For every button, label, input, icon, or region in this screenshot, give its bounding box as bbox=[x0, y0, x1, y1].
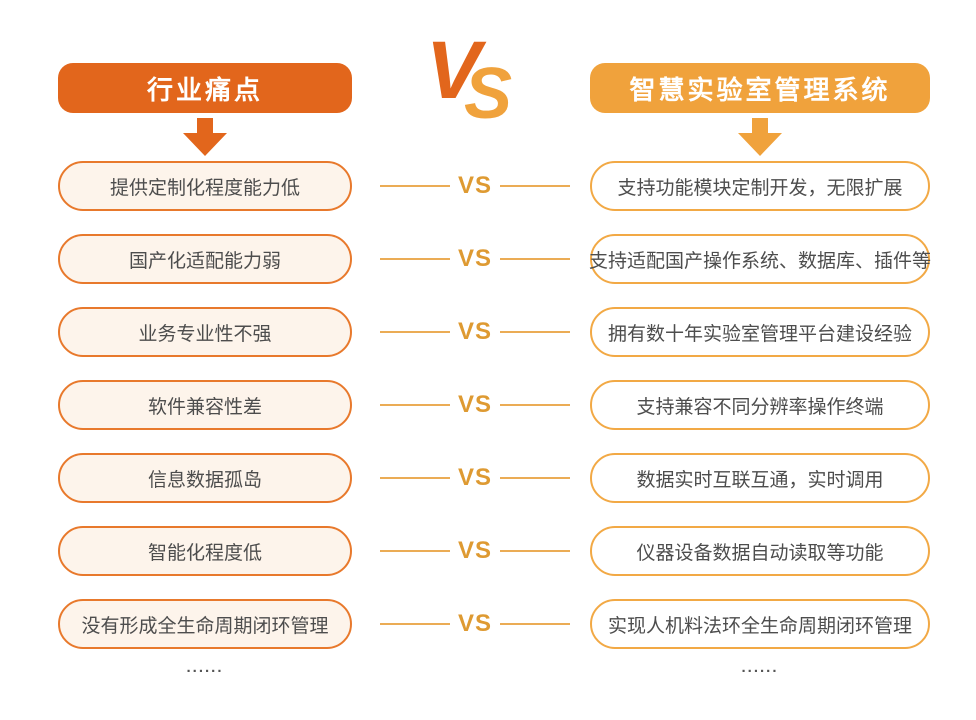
row-vs-label: VS bbox=[458, 537, 493, 564]
connector-line bbox=[500, 185, 571, 187]
connector-line bbox=[500, 550, 571, 552]
connector-line bbox=[380, 331, 450, 333]
connector-line bbox=[380, 258, 450, 260]
pain-point-pill: 没有形成全生命周期闭环管理 bbox=[58, 599, 352, 649]
row-connector: VS bbox=[352, 320, 590, 344]
comparison-row: 软件兼容性差 VS 支持兼容不同分辨率操作终端 bbox=[58, 380, 930, 430]
right-column-ellipsis: ...... bbox=[741, 659, 779, 676]
pain-point-pill: 软件兼容性差 bbox=[58, 380, 352, 430]
comparison-row: 国产化适配能力弱 VS 支持适配国产操作系统、数据库、插件等 bbox=[58, 234, 931, 284]
solution-pill: 实现人机料法环全生命周期闭环管理 bbox=[590, 599, 930, 649]
row-connector: VS bbox=[352, 466, 590, 490]
right-arrow-slot bbox=[590, 118, 930, 156]
comparison-row: 业务专业性不强 VS 拥有数十年实验室管理平台建设经验 bbox=[58, 307, 930, 357]
right-column-header: 智慧实验室管理系统 bbox=[590, 63, 930, 113]
header-row: 行业痛点 智慧实验室管理系统 bbox=[58, 63, 930, 113]
down-arrow-icon bbox=[183, 118, 227, 156]
row-vs-label: VS bbox=[458, 318, 493, 345]
left-column-ellipsis: ...... bbox=[186, 659, 224, 676]
comparison-layout: 行业痛点 智慧实验室管理系统 提供定制化程度能力低 VS bbox=[58, 63, 931, 676]
connector-line bbox=[500, 331, 571, 333]
row-connector: VS bbox=[352, 247, 590, 271]
row-connector: VS bbox=[352, 612, 590, 636]
vs-logo-letter-s: S bbox=[464, 54, 513, 134]
pain-point-pill: 智能化程度低 bbox=[58, 526, 352, 576]
row-vs-label: VS bbox=[458, 610, 493, 637]
comparison-row: 智能化程度低 VS 仪器设备数据自动读取等功能 bbox=[58, 526, 930, 576]
solution-pill: 仪器设备数据自动读取等功能 bbox=[590, 526, 930, 576]
connector-line bbox=[380, 550, 450, 552]
row-vs-label: VS bbox=[458, 245, 493, 272]
connector-line bbox=[500, 404, 571, 406]
connector-line bbox=[500, 477, 571, 479]
connector-line bbox=[380, 185, 450, 187]
ellipsis-row: ...... ...... bbox=[58, 659, 930, 676]
solution-pill: 数据实时互联互通，实时调用 bbox=[590, 453, 930, 503]
connector-line bbox=[380, 623, 450, 625]
connector-line bbox=[380, 477, 450, 479]
connector-line bbox=[500, 623, 571, 625]
vs-logo-letter-v: V bbox=[426, 25, 481, 116]
pain-point-pill: 信息数据孤岛 bbox=[58, 453, 352, 503]
ellipsis-spacer bbox=[352, 659, 590, 676]
solution-pill: 支持适配国产操作系统、数据库、插件等 bbox=[589, 234, 931, 284]
comparison-row: 没有形成全生命周期闭环管理 VS 实现人机料法环全生命周期闭环管理 bbox=[58, 599, 930, 649]
solution-pill: 支持兼容不同分辨率操作终端 bbox=[590, 380, 930, 430]
down-arrow-icon bbox=[738, 118, 782, 156]
pain-point-pill: 提供定制化程度能力低 bbox=[58, 161, 352, 211]
comparison-row: 提供定制化程度能力低 VS 支持功能模块定制开发，无限扩展 bbox=[58, 161, 930, 211]
left-arrow-slot bbox=[58, 118, 352, 156]
row-vs-label: VS bbox=[458, 464, 493, 491]
comparison-row: 信息数据孤岛 VS 数据实时互联互通，实时调用 bbox=[58, 453, 930, 503]
solution-pill: 拥有数十年实验室管理平台建设经验 bbox=[590, 307, 930, 357]
row-connector: VS bbox=[352, 174, 590, 198]
row-connector: VS bbox=[352, 539, 590, 563]
vs-logo: V S bbox=[426, 25, 536, 134]
row-vs-label: VS bbox=[458, 172, 493, 199]
row-vs-label: VS bbox=[458, 391, 493, 418]
solution-pill: 支持功能模块定制开发，无限扩展 bbox=[590, 161, 930, 211]
pain-point-pill: 国产化适配能力弱 bbox=[58, 234, 352, 284]
arrow-row bbox=[58, 113, 930, 161]
pain-point-pill: 业务专业性不强 bbox=[58, 307, 352, 357]
header-spacer bbox=[352, 63, 590, 113]
row-connector: VS bbox=[352, 393, 590, 417]
connector-line bbox=[500, 258, 571, 260]
left-column-header: 行业痛点 bbox=[58, 63, 352, 113]
connector-line bbox=[380, 404, 450, 406]
